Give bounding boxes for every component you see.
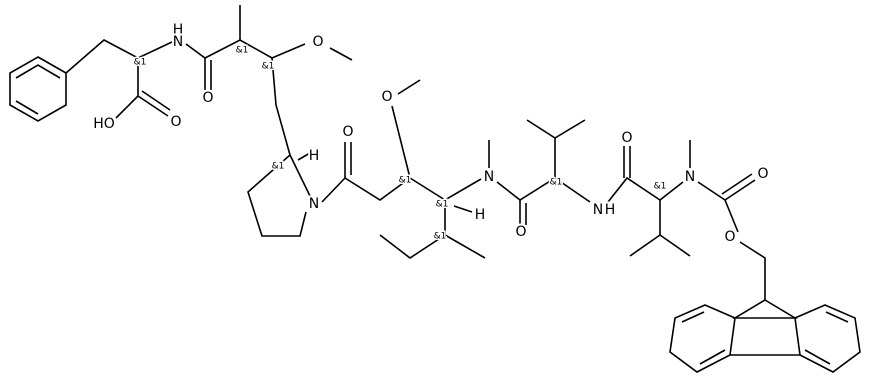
bond bbox=[681, 311, 705, 323]
bonds bbox=[9, 5, 861, 373]
atom-label: &1 bbox=[399, 176, 412, 186]
bond bbox=[321, 176, 411, 203]
atom-label: HO bbox=[93, 116, 115, 132]
atom-label: N bbox=[685, 169, 695, 185]
atom-label: O bbox=[757, 166, 768, 182]
atom-label: &1 bbox=[436, 200, 449, 210]
bond bbox=[607, 176, 684, 203]
bond bbox=[825, 311, 849, 323]
atom-label: &1 bbox=[134, 58, 147, 68]
bond bbox=[15, 100, 39, 115]
bond bbox=[697, 181, 739, 233]
bond bbox=[137, 95, 169, 117]
bond bbox=[444, 234, 486, 259]
bond bbox=[9, 56, 67, 122]
bond bbox=[297, 152, 311, 161]
atom-label: H bbox=[605, 202, 616, 218]
bond bbox=[554, 119, 586, 139]
bond bbox=[804, 349, 831, 365]
bond bbox=[721, 173, 753, 195]
atom-label: &1 bbox=[262, 62, 275, 72]
atom-label: &1 bbox=[434, 232, 447, 242]
atom-label: O bbox=[724, 229, 735, 245]
bond bbox=[271, 57, 291, 156]
atom-label: O bbox=[312, 34, 323, 50]
bond bbox=[453, 205, 473, 213]
bond bbox=[329, 47, 353, 61]
bond bbox=[409, 177, 482, 201]
atom-label: O bbox=[381, 89, 392, 105]
bond bbox=[379, 200, 446, 259]
bond bbox=[699, 349, 726, 365]
bond bbox=[397, 79, 421, 95]
atom-label: &1 bbox=[550, 178, 563, 188]
bond bbox=[732, 299, 798, 319]
bond bbox=[659, 234, 691, 257]
bond bbox=[496, 177, 591, 203]
bond bbox=[391, 105, 411, 179]
atom-label: O bbox=[621, 130, 632, 146]
bond bbox=[247, 154, 307, 237]
atom-label: N bbox=[173, 34, 183, 50]
atom-label: N bbox=[484, 169, 494, 185]
atom-label: O bbox=[342, 124, 353, 140]
bond bbox=[724, 179, 756, 201]
bond bbox=[15, 64, 61, 79]
atom-label: &1 bbox=[236, 46, 249, 56]
atom-label: H bbox=[173, 22, 184, 38]
atom-label: O bbox=[515, 224, 526, 240]
atom-label: &1 bbox=[272, 162, 285, 172]
atom-label: N bbox=[593, 202, 603, 218]
atom-label: H bbox=[309, 148, 320, 164]
bond bbox=[141, 90, 171, 111]
bond bbox=[289, 154, 311, 197]
bond bbox=[629, 200, 661, 257]
bond bbox=[526, 119, 556, 178]
atom-label: N bbox=[309, 196, 319, 212]
atom-label: H bbox=[475, 207, 486, 223]
atom-label: &1 bbox=[654, 182, 667, 192]
bond bbox=[65, 39, 173, 74]
atom-label: O bbox=[170, 114, 181, 130]
atom-label: O bbox=[202, 90, 213, 106]
bond bbox=[739, 241, 766, 300]
